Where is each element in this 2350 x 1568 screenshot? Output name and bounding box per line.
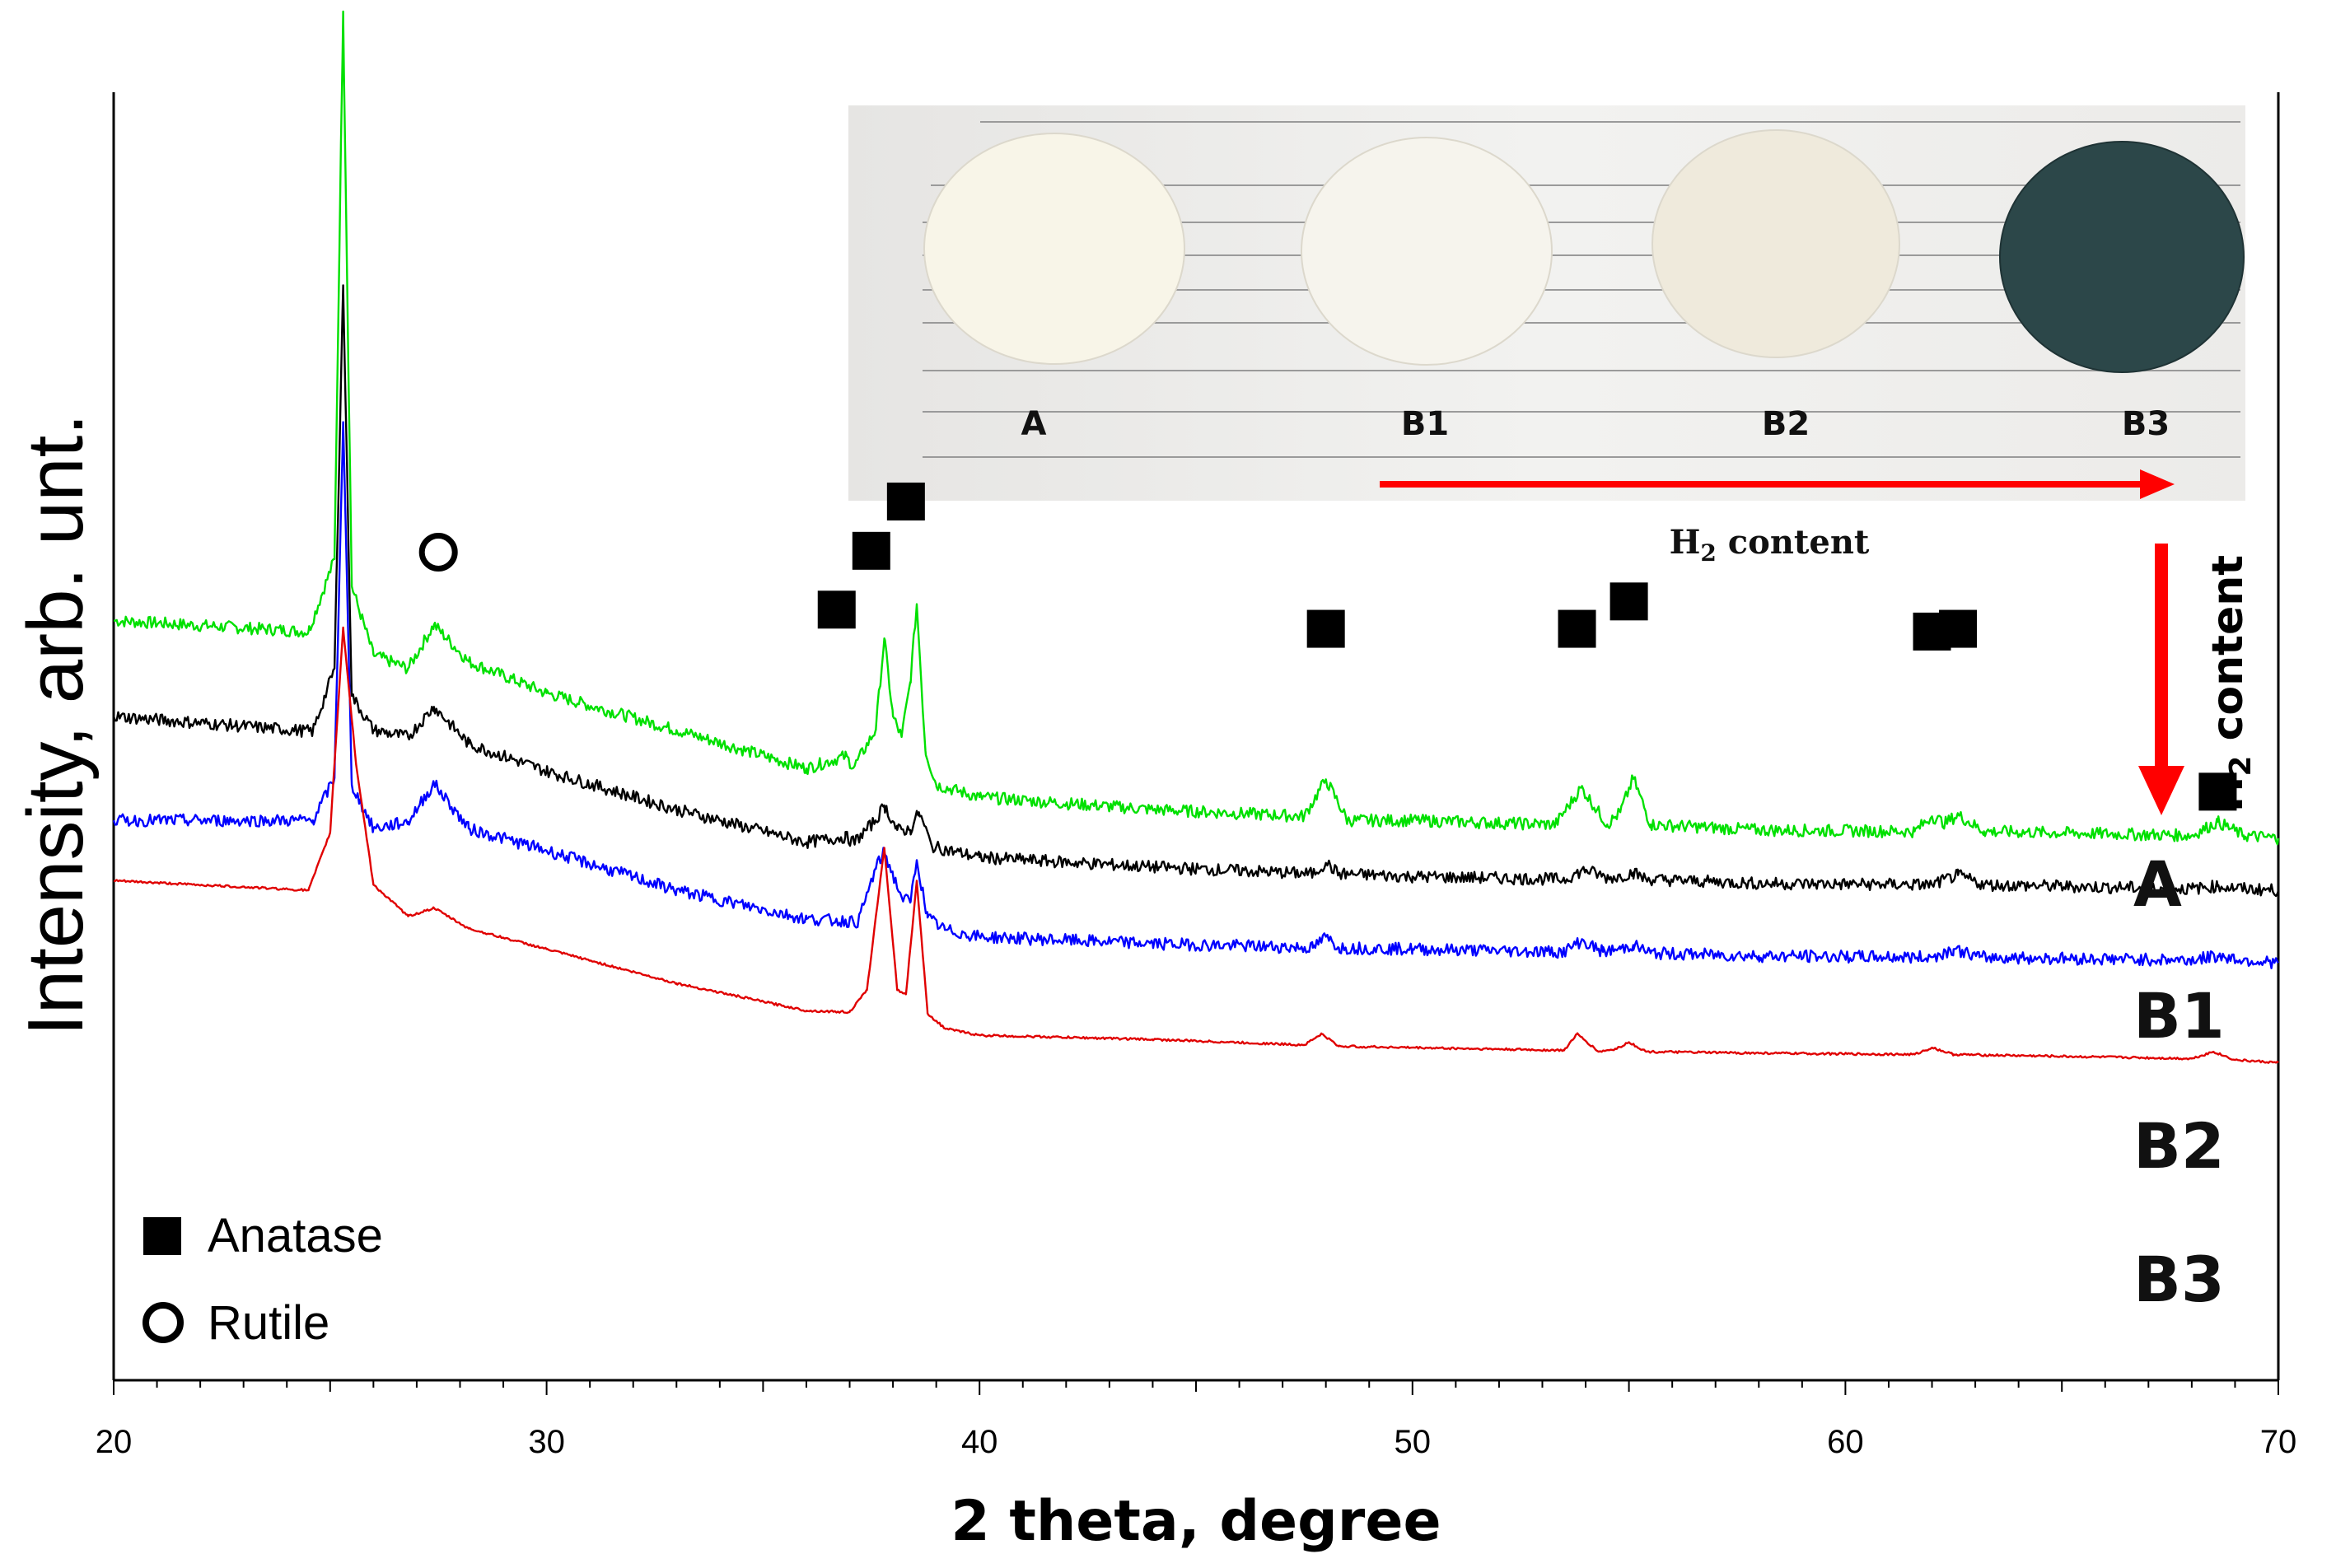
- x-tick-label: 20: [96, 1424, 133, 1460]
- disc-a: [923, 133, 1185, 365]
- vertical-arrow-label: H2 content: [2203, 555, 2258, 812]
- x-tick-label: 50: [1395, 1424, 1432, 1460]
- inset-arrow-label: H2 content: [1670, 523, 1870, 567]
- disc-b1: [1301, 137, 1553, 366]
- inset-arrow: [1380, 469, 2175, 499]
- anatase-marker: [1306, 609, 1345, 648]
- series-label-b3: B3: [2133, 1243, 2225, 1316]
- legend-anatase-label: Anatase: [208, 1209, 383, 1262]
- anatase-marker: [886, 482, 925, 520]
- inset-photo: A B1 B2 B3 H2 content: [848, 105, 2245, 567]
- anatase-marker: [1939, 609, 1978, 648]
- series-label-b2: B2: [2133, 1109, 2225, 1183]
- x-tick-label: 40: [961, 1424, 998, 1460]
- inset-label-b1: B1: [1401, 405, 1449, 443]
- anatase-marker: [817, 590, 856, 629]
- x-ticks: [113, 1380, 2279, 1395]
- series-line-b3: [113, 626, 2279, 1064]
- anatase-marker: [1558, 609, 1596, 648]
- series-line-b1: [112, 284, 2280, 898]
- anatase-marker: [1609, 582, 1648, 621]
- series-group: [112, 10, 2280, 1064]
- series-line-b2: [112, 421, 2279, 969]
- inset-label-b3: B3: [2122, 405, 2170, 443]
- inset-label-b2: B2: [1762, 405, 1810, 443]
- inset-discs: [923, 129, 2245, 373]
- x-tick-label: 60: [1827, 1424, 1864, 1460]
- x-axis-title: 2 theta, degree: [951, 1489, 1441, 1554]
- x-tick-label: 30: [528, 1424, 565, 1460]
- y-axis-title: Intensity, arb. unt.: [12, 413, 100, 1036]
- disc-b2: [1652, 129, 1900, 358]
- vertical-arrow-head: [2138, 766, 2184, 815]
- anatase-marker: [852, 531, 890, 570]
- series-line-a: [113, 10, 2280, 846]
- legend-rutile-symbol: [142, 1302, 184, 1343]
- x-tick-labels: 20 30 40 50 60 70: [96, 1424, 2297, 1460]
- rutile-marker: [418, 532, 458, 572]
- series-label-b1: B1: [2133, 979, 2225, 1052]
- peak-markers: [418, 482, 2237, 811]
- series-label-a: A: [2133, 847, 2182, 921]
- anatase-marker: [2198, 772, 2237, 811]
- legend-anatase-symbol: [143, 1217, 181, 1255]
- disc-b3: [1999, 141, 2245, 373]
- legend: Anatase Rutile: [142, 1209, 383, 1350]
- inset-arrow-head: [2140, 469, 2175, 499]
- legend-rutile-label: Rutile: [208, 1296, 329, 1350]
- vertical-arrow: [2138, 544, 2184, 815]
- inset-label-a: A: [1021, 405, 1047, 443]
- x-tick-label: 70: [2260, 1424, 2297, 1460]
